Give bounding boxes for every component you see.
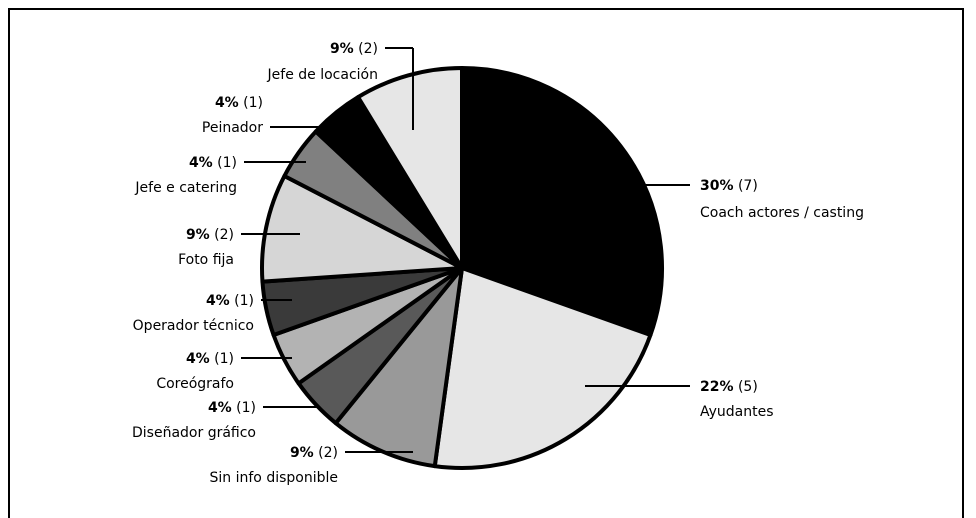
slice-percent: 4% bbox=[189, 155, 213, 171]
slice-percent: 4% bbox=[186, 351, 210, 367]
slice-count: (7) bbox=[734, 178, 758, 194]
pie-slices bbox=[260, 66, 664, 470]
slice-value-label: 4% (1) bbox=[186, 351, 234, 367]
slice-count: (2) bbox=[314, 445, 338, 461]
slice-percent: 4% bbox=[208, 400, 232, 416]
pie-slice-ayudantes bbox=[432, 266, 653, 470]
slice-count: (1) bbox=[239, 95, 263, 111]
slice-labels: 30% (7) Coach actores / casting 22% (5) Ayu… bbox=[132, 41, 864, 486]
slice-category-label: Ayudantes bbox=[700, 404, 774, 420]
slice-category-label: Foto fija bbox=[178, 252, 234, 268]
slice-category-label: Coreógrafo bbox=[156, 376, 234, 392]
pie-slice-foto-fija bbox=[260, 173, 464, 284]
pie-slice-coach-actores-casting bbox=[460, 66, 664, 337]
slice-percent: 4% bbox=[206, 293, 230, 309]
slice-category-label: Peinador bbox=[202, 120, 263, 136]
slice-category-label: Operador técnico bbox=[133, 318, 254, 334]
slice-percent: 9% bbox=[330, 41, 354, 57]
slice-category-label: Jefe e catering bbox=[134, 180, 237, 196]
slice-value-label: 4% (1) bbox=[206, 293, 254, 309]
slice-percent: 4% bbox=[215, 95, 239, 111]
slice-category-label: Coach actores / casting bbox=[700, 205, 864, 221]
slice-value-label: 9% (2) bbox=[186, 227, 234, 243]
slice-count: (5) bbox=[734, 379, 758, 395]
slice-count: (2) bbox=[354, 41, 378, 57]
slice-count: (1) bbox=[210, 351, 234, 367]
slice-percent: 9% bbox=[290, 445, 314, 461]
slice-value-label: 4% (1) bbox=[189, 155, 237, 171]
slice-count: (1) bbox=[230, 293, 254, 309]
slice-category-label: Diseñador gráfico bbox=[132, 425, 256, 441]
slice-value-label: 30% (7) bbox=[700, 178, 758, 194]
slice-percent: 9% bbox=[186, 227, 210, 243]
slice-value-label: 22% (5) bbox=[700, 379, 758, 395]
slice-category-label: Sin info disponible bbox=[210, 470, 338, 486]
pie-slice-jefe-de-locacion bbox=[356, 66, 464, 270]
slice-count: (1) bbox=[213, 155, 237, 171]
slice-percent: 30% bbox=[700, 178, 734, 194]
chart-frame bbox=[8, 8, 964, 518]
leader-lines bbox=[241, 47, 690, 453]
slice-percent: 22% bbox=[700, 379, 734, 395]
slice-value-label: 9% (2) bbox=[290, 445, 338, 461]
slice-category-label: Jefe de locación bbox=[267, 67, 378, 83]
slice-value-label: 4% (1) bbox=[215, 95, 263, 111]
slice-count: (1) bbox=[232, 400, 256, 416]
slice-value-label: 9% (2) bbox=[330, 41, 378, 57]
slice-count: (2) bbox=[210, 227, 234, 243]
slice-value-label: 4% (1) bbox=[208, 400, 256, 416]
